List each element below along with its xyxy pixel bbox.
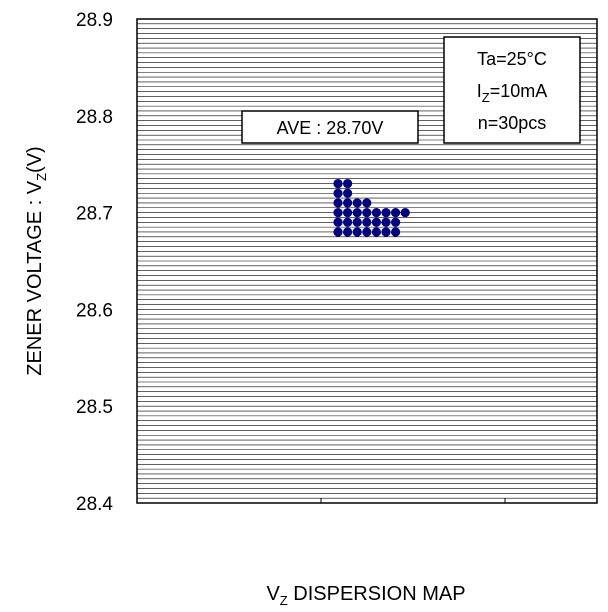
y-tick-label: 28.6 [76,300,113,321]
iz-rest: =10mA [490,81,548,101]
data-point [352,227,362,237]
n-condition: n=30pcs [478,113,547,133]
data-point [371,227,381,237]
data-point [391,227,401,237]
data-point [333,198,343,208]
data-point [362,208,372,218]
iz-subscript: Z [482,90,490,105]
data-point [352,217,362,227]
y-label-rest: (V) [24,146,46,173]
data-point [391,208,401,218]
data-point [343,198,353,208]
ta-condition: Ta=25°C [477,49,547,69]
data-point [333,217,343,227]
y-axis-label: ZENER VOLTAGE : VZ(V) [24,146,49,375]
data-points [333,178,410,237]
data-point [371,208,381,218]
data-point [381,208,391,218]
data-point [343,178,353,189]
plot-area-frame [136,18,598,504]
data-point [352,208,362,218]
data-point [333,188,343,198]
data-point [391,217,401,227]
conditions-annotation: Ta=25°C IZ=10mA n=30pcs [443,36,581,144]
y-label-main: ZENER VOLTAGE : V [24,180,46,376]
data-point [352,198,362,208]
y-tick-label: 28.7 [76,204,113,225]
average-annotation: AVE : 28.70V [241,110,419,144]
y-tick-label: 28.5 [76,397,113,418]
x-tick-marks [320,498,506,503]
average-box [241,110,419,144]
data-point [362,227,372,237]
data-point [381,217,391,227]
x-label-main: V [266,583,280,605]
data-point [343,208,353,218]
data-point [343,227,353,237]
y-tick-label: 28.9 [76,10,113,31]
y-label-subscript: Z [34,173,49,181]
data-point [362,198,372,208]
x-axis-label: VZ DISPERSION MAP [266,583,465,608]
data-point [343,217,353,227]
data-point [371,217,381,227]
y-tick-label: 28.4 [76,494,113,515]
x-label-subscript: Z [280,593,288,608]
data-point [333,208,343,218]
iz-main: I [477,81,482,101]
data-point [333,227,343,237]
conditions-box [443,36,581,144]
y-tick-label: 28.8 [76,107,113,128]
data-point [381,227,391,237]
average-label: AVE : 28.70V [277,118,384,138]
data-point [333,178,343,189]
y-tick-labels: 28.4 28.5 28.6 28.7 28.8 28.9 [76,10,113,515]
iz-condition: IZ=10mA [477,81,548,105]
data-point [362,217,372,227]
data-point [343,188,353,198]
x-label-rest: DISPERSION MAP [288,583,466,605]
data-point [400,208,410,218]
